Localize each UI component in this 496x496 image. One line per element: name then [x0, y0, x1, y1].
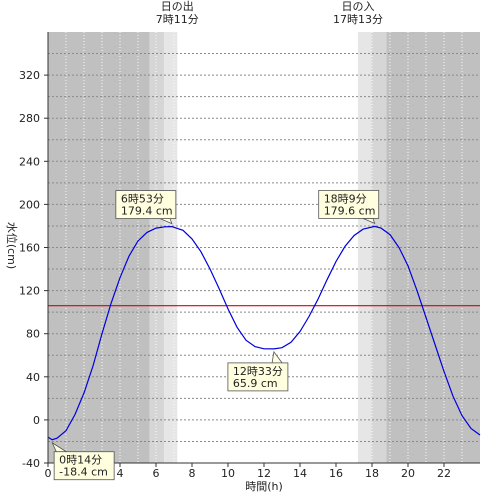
x-tick-label: 0	[45, 467, 52, 480]
sun-event-name: 日の入	[341, 0, 374, 13]
x-tick-label: 14	[293, 467, 307, 480]
series-group	[47, 225, 481, 441]
callout-time: 18時9分	[324, 192, 367, 205]
x-axis-title: 時間(h)	[245, 480, 283, 493]
y-tick-label: 0	[33, 414, 40, 427]
callout-time: 6時53分	[121, 193, 164, 206]
callout-level: 65.9 cm	[233, 377, 278, 390]
x-tick-label: 10	[221, 467, 235, 480]
x-tick-label: 20	[401, 467, 415, 480]
tide-level-line	[47, 225, 481, 441]
y-tick-label: 120	[19, 285, 40, 298]
sun-event-time: 17時13分	[333, 13, 383, 26]
x-tick-label: 4	[117, 467, 124, 480]
y-tick-label: 80	[26, 328, 40, 341]
x-tick-label: 22	[437, 467, 451, 480]
callout-time: 0時14分	[59, 454, 102, 467]
grid-lines	[48, 32, 480, 463]
x-tick-label: 8	[189, 467, 196, 480]
callout-level: 179.4 cm	[121, 205, 173, 218]
y-tick-label: 240	[19, 155, 40, 168]
night-band	[164, 32, 178, 463]
axes: 0246810121416182022-40040801201602002402…	[5, 32, 480, 493]
x-tick-label: 12	[257, 467, 271, 480]
y-tick-label: 320	[19, 69, 40, 82]
callout-box	[115, 190, 177, 219]
y-tick-label: 200	[19, 198, 40, 211]
y-tick-label: 160	[19, 242, 40, 255]
night-band	[371, 32, 387, 463]
y-axis-title: 水位(cm)	[5, 222, 19, 269]
sun-event-time: 7時11分	[156, 13, 199, 26]
x-tick-label: 6	[153, 467, 160, 480]
callout-box	[318, 189, 380, 219]
callout-level: -18.4 cm	[59, 466, 108, 479]
sun-event-name: 日の出	[161, 0, 194, 13]
y-tick-label: -40	[22, 457, 40, 470]
callout-time: 12時33分	[233, 365, 283, 378]
callout-box	[227, 362, 289, 392]
callout-box	[53, 451, 115, 481]
x-tick-label: 16	[329, 467, 343, 480]
y-tick-label: 40	[26, 371, 40, 384]
x-tick-label: 18	[365, 467, 379, 480]
callout-level: 179.6 cm	[324, 204, 376, 217]
y-tick-label: 280	[19, 112, 40, 125]
